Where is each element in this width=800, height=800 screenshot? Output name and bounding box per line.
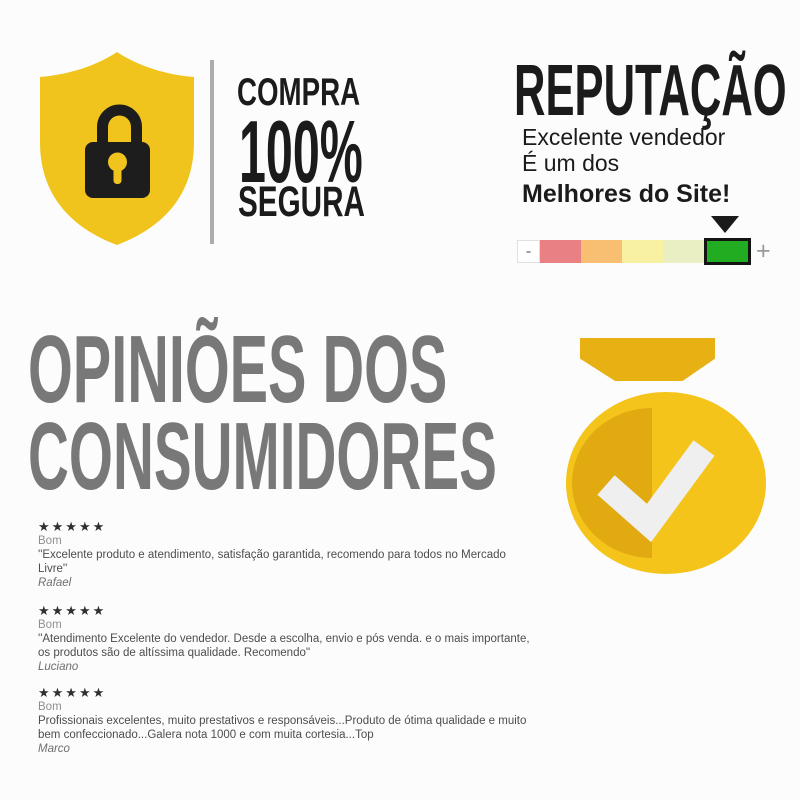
secure-badge-line1: COMPRA: [237, 71, 361, 114]
scale-segment-green: [704, 238, 751, 265]
scale-plus-label: +: [756, 237, 771, 265]
scale-segment-red: [540, 240, 581, 263]
scale-minus-label: -: [525, 242, 532, 260]
review-text: Profissionais excelentes, muito prestati…: [38, 715, 527, 741]
reputation-title: REPUTAÇÃO: [514, 51, 787, 131]
opinions-title-line2: CONSUMIDORES: [28, 403, 497, 510]
review-item: ★★★★★ Bom Profissionais excelentes, muit…: [38, 685, 538, 756]
review-author: Rafael: [38, 577, 72, 589]
rating-label: Bom: [38, 535, 62, 547]
scale-pointer-triangle: [711, 216, 739, 233]
medal-ribbon: [580, 338, 715, 381]
reputation-subtitle-3: Melhores do Site!: [522, 180, 731, 208]
reputation-scale-segments: [540, 238, 751, 265]
reputation-subtitle-2: É um dos: [522, 150, 620, 176]
reputation-scale: - +: [517, 238, 771, 265]
lock-shackle: [97, 104, 142, 144]
star-rating: ★★★★★: [38, 519, 107, 534]
checkmark-stroke: [597, 440, 715, 543]
rating-label: Bom: [38, 619, 62, 631]
medal-circle: [566, 392, 766, 574]
star-rating: ★★★★★: [38, 685, 107, 700]
opinions-title-line1: OPINIÕES DOS: [28, 316, 448, 423]
review-author: Marco: [38, 743, 70, 755]
star-rating: ★★★★★: [38, 603, 107, 618]
reputation-subtitle-1: Excelente vendedor: [522, 124, 726, 150]
rating-label: Bom: [38, 701, 62, 713]
scale-minus-box: -: [517, 240, 540, 263]
review-text: ''Excelente produto e atendimento, satis…: [38, 549, 506, 575]
review-author: Luciano: [38, 661, 79, 673]
secure-badge-line2: 100%: [239, 102, 363, 201]
scale-pointer-icon: [711, 216, 739, 233]
review-text: ''Atendimento Excelente do vendedor. Des…: [38, 633, 530, 659]
scale-segment-orange: [581, 240, 622, 263]
scale-segment-light-green: [663, 240, 704, 263]
review-item: ★★★★★ Bom ''Excelente produto e atendime…: [38, 519, 538, 590]
checkmark-icon: [597, 440, 715, 543]
vertical-divider: [210, 60, 214, 244]
lock-keyhole-stem: [113, 167, 122, 184]
secure-badge-line3: SEGURA: [238, 178, 365, 226]
shield-lock-icon: [40, 52, 194, 245]
scale-segment-yellow: [622, 240, 663, 263]
lock-keyhole: [108, 152, 127, 172]
review-item: ★★★★★ Bom ''Atendimento Excelente do ven…: [38, 603, 538, 674]
